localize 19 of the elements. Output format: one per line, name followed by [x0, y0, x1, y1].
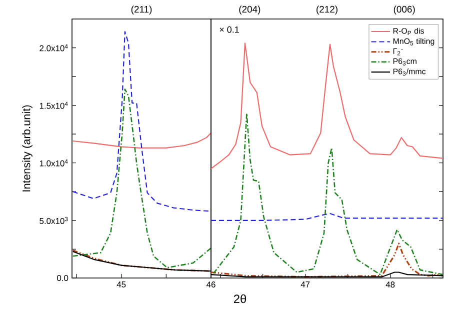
- text: (212): [316, 6, 338, 14]
- x-tick-label: 48: [386, 282, 395, 288]
- x-tick-label: 45: [116, 282, 126, 288]
- x-axis-title: 2θ: [234, 294, 246, 304]
- line-series: [72, 132, 211, 148]
- text: (211): [131, 6, 152, 14]
- y-tick-label: 5.0x10$^{3}$: [40, 216, 68, 224]
- y-tick-label: 1.5x10$^{4}$: [40, 102, 68, 109]
- x-tick-label: 46: [206, 282, 216, 288]
- y-axis-title: Intensity (arb.unit): [22, 105, 32, 192]
- line-series: [72, 31, 211, 212]
- x-tick-label: 47: [300, 282, 310, 288]
- text: (006): [394, 6, 415, 14]
- y-tick-label: 0.0: [57, 275, 68, 281]
- text: (204): [239, 6, 260, 14]
- line-series: [72, 88, 211, 268]
- y-tick-label: 2.0x10$^{4}$: [40, 44, 68, 52]
- y-tick-label: 1.0x10$^{4}$: [40, 159, 68, 166]
- text: × 0.1: [220, 26, 239, 33]
